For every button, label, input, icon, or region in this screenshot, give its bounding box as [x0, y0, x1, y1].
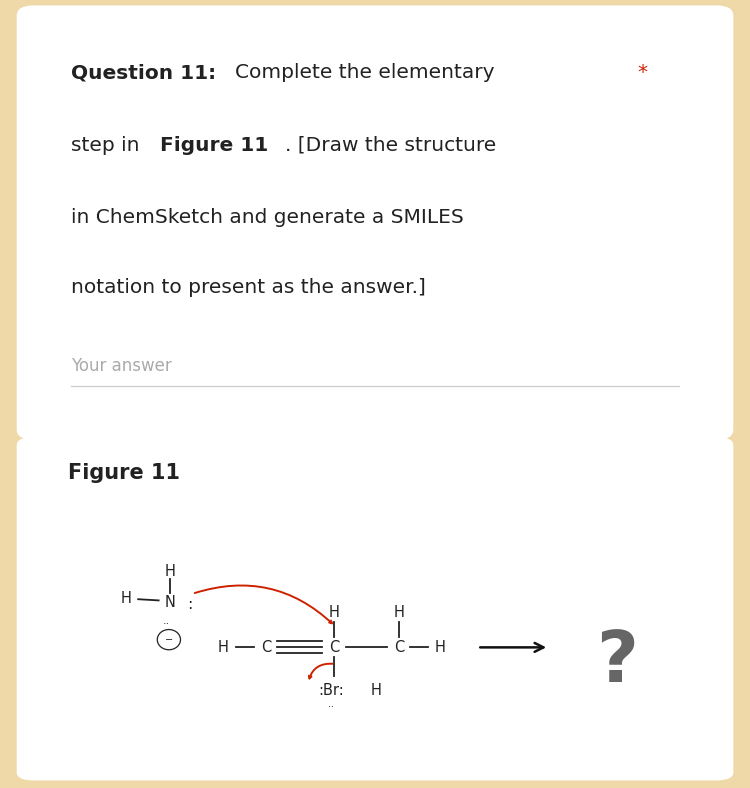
Text: Figure 11: Figure 11 [160, 136, 268, 154]
FancyBboxPatch shape [16, 6, 734, 440]
Text: H: H [328, 605, 340, 620]
Text: ··: ·· [328, 702, 334, 712]
FancyBboxPatch shape [16, 437, 734, 780]
Text: H: H [371, 683, 382, 698]
Text: H: H [121, 590, 131, 605]
Text: ··: ·· [164, 619, 170, 629]
Text: H: H [218, 640, 229, 655]
Text: C: C [261, 640, 271, 655]
Text: Your answer: Your answer [71, 357, 172, 375]
Text: Complete the elementary: Complete the elementary [235, 63, 494, 82]
Text: :: : [187, 597, 192, 612]
Text: . [Draw the structure: . [Draw the structure [285, 136, 496, 154]
Text: :Br:: :Br: [319, 683, 344, 698]
Text: in ChemSketch and generate a SMILES: in ChemSketch and generate a SMILES [71, 208, 464, 227]
Text: step in: step in [71, 136, 140, 154]
Text: N: N [165, 595, 176, 610]
Text: −: − [165, 634, 173, 645]
Text: H: H [165, 564, 176, 579]
FancyArrowPatch shape [195, 585, 332, 623]
Text: H: H [394, 605, 404, 620]
Text: H: H [434, 640, 445, 655]
Text: ?: ? [596, 628, 638, 697]
Text: notation to present as the answer.]: notation to present as the answer.] [71, 278, 426, 297]
Text: C: C [394, 640, 404, 655]
Text: *: * [638, 63, 648, 82]
Text: C: C [329, 640, 339, 655]
FancyArrowPatch shape [309, 663, 333, 678]
Text: Figure 11: Figure 11 [68, 463, 180, 483]
Text: Question 11:: Question 11: [71, 63, 217, 82]
